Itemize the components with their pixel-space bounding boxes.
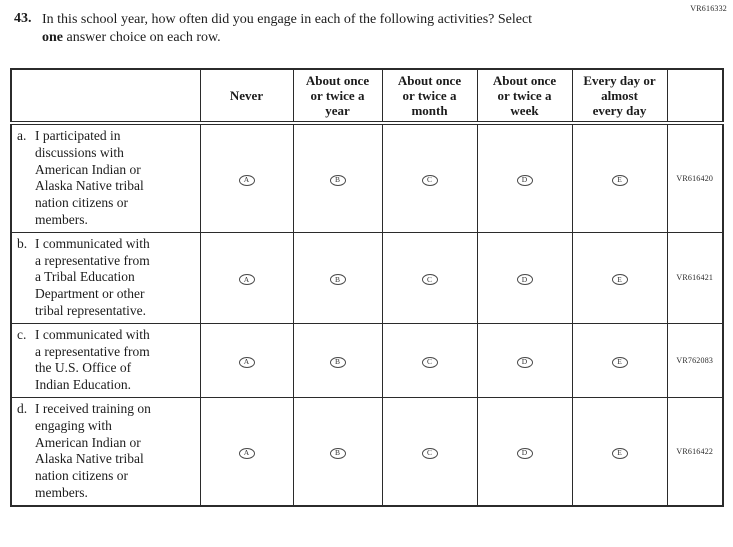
answer-oval-b-everyday[interactable]: E [611, 274, 628, 286]
page-code: VR616332 [690, 4, 727, 13]
column-header-stem [10, 68, 201, 125]
row-stem-c: c. I communicated with a representative … [10, 322, 201, 398]
question-bold-word: one [42, 30, 63, 45]
question-line1: In this school year, how often did you e… [42, 12, 533, 27]
row-text-b: I communicated with a representative fro… [35, 235, 150, 318]
answer-cell-b-never: A [199, 231, 294, 324]
answer-oval-a-everyday[interactable]: E [611, 174, 628, 186]
answer-cell-b-year: B [292, 231, 383, 324]
row-text-a: I participated in discussions with Ameri… [35, 128, 144, 227]
answer-cell-d-month: C [381, 396, 478, 507]
question-line2: answer choice on each row. [63, 30, 221, 45]
answer-cell-c-month: C [381, 322, 478, 398]
answer-oval-a-week[interactable]: D [516, 174, 533, 186]
answer-cell-a-week: D [476, 122, 573, 233]
answer-oval-d-week[interactable]: D [516, 447, 533, 459]
answer-oval-b-year[interactable]: B [329, 274, 346, 286]
answer-oval-b-never[interactable]: A [238, 274, 255, 286]
header-row: Never About once or twice a year About o… [10, 68, 724, 125]
answer-oval-c-month[interactable]: C [421, 356, 438, 368]
answer-oval-d-month[interactable]: C [421, 447, 438, 459]
column-header-code [666, 68, 724, 125]
answer-cell-b-week: D [476, 231, 573, 324]
answer-cell-a-never: A [199, 122, 294, 233]
column-header-year: About once or twice a year [292, 68, 383, 125]
answer-cell-d-everyday: E [571, 396, 668, 507]
row-stem-a: a. I participated in discussions with Am… [10, 122, 201, 233]
row-letter-d: d. [17, 400, 28, 416]
answer-oval-a-never[interactable]: A [238, 174, 255, 186]
table-row-b: b. I communicated with a representative … [10, 231, 724, 324]
row-code-d: VR616422 [666, 396, 724, 507]
row-text-c: I communicated with a representative fro… [35, 326, 150, 393]
answer-oval-a-year[interactable]: B [329, 174, 346, 186]
row-letter-a: a. [17, 128, 27, 143]
answer-cell-c-never: A [199, 322, 294, 398]
answer-cell-c-year: B [292, 322, 383, 398]
column-header-week: About once or twice a week [476, 68, 573, 125]
answer-cell-a-month: C [381, 122, 478, 233]
survey-table: Never About once or twice a year About o… [10, 68, 724, 507]
row-letter-b: b. [17, 235, 28, 251]
answer-oval-c-week[interactable]: D [516, 356, 533, 368]
table-row-d: d. I received training on engaging with … [10, 396, 724, 507]
answer-cell-a-year: B [292, 122, 383, 233]
row-stem-b: b. I communicated with a representative … [10, 231, 201, 324]
column-header-everyday: Every day or almost every day [571, 68, 668, 125]
question-number: 43. [14, 11, 32, 26]
answer-oval-b-month[interactable]: C [421, 274, 438, 286]
answer-cell-a-everyday: E [571, 122, 668, 233]
table-row-a: a. I participated in discussions with Am… [10, 122, 724, 233]
answer-cell-b-everyday: E [571, 231, 668, 324]
answer-cell-d-never: A [199, 396, 294, 507]
answer-oval-a-month[interactable]: C [421, 174, 438, 186]
answer-oval-c-year[interactable]: B [329, 356, 346, 368]
row-code-a: VR616420 [666, 122, 724, 233]
table-row-c: c. I communicated with a representative … [10, 322, 724, 398]
answer-oval-b-week[interactable]: D [516, 274, 533, 286]
answer-oval-c-everyday[interactable]: E [611, 356, 628, 368]
answer-cell-c-week: D [476, 322, 573, 398]
question-text: In this school year, how often did you e… [42, 11, 532, 47]
row-code-c: VR762083 [666, 322, 724, 398]
answer-oval-c-never[interactable]: A [238, 356, 255, 368]
row-code-b: VR616421 [666, 231, 724, 324]
answer-oval-d-never[interactable]: A [238, 447, 255, 459]
answer-cell-c-everyday: E [571, 322, 668, 398]
answer-oval-d-year[interactable]: B [329, 447, 346, 459]
column-header-month: About once or twice a month [381, 68, 478, 125]
answer-cell-b-month: C [381, 231, 478, 324]
row-letter-c: c. [17, 326, 27, 342]
answer-cell-d-week: D [476, 396, 573, 507]
answer-oval-d-everyday[interactable]: E [611, 447, 628, 459]
column-header-never: Never [199, 68, 294, 125]
row-text-d: I received training on engaging with Ame… [35, 400, 151, 500]
row-stem-d: d. I received training on engaging with … [10, 396, 201, 507]
answer-cell-d-year: B [292, 396, 383, 507]
question-block: 43. In this school year, how often did y… [14, 11, 674, 47]
